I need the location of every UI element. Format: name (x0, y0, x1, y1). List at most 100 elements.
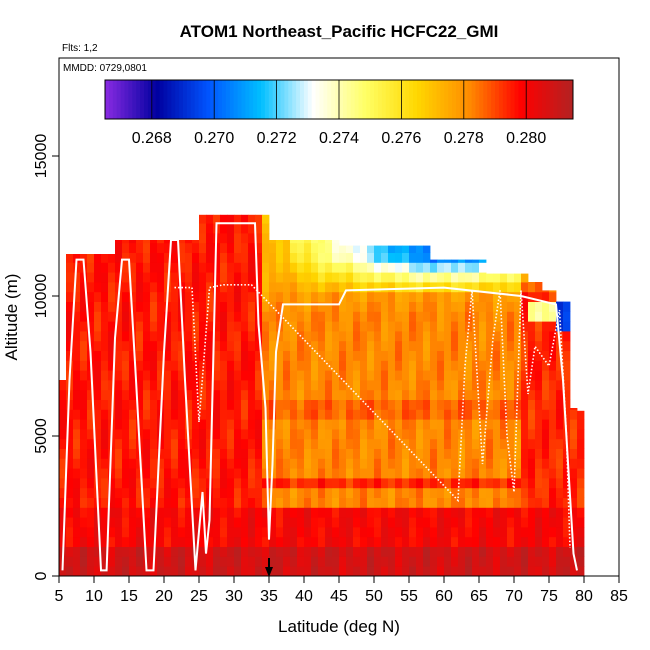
heatmap-cell (297, 380, 305, 391)
heatmap-cell (157, 438, 165, 449)
heatmap-cell (136, 399, 144, 410)
heatmap-cell (486, 517, 494, 528)
heatmap-cell (479, 419, 487, 430)
heatmap-cell (318, 527, 326, 538)
heatmap-cell (276, 409, 284, 420)
heatmap-cell (136, 478, 144, 489)
heatmap-cell (108, 487, 116, 498)
heatmap-cell (192, 389, 200, 400)
heatmap-cell (563, 389, 571, 400)
heatmap-cell (395, 438, 403, 449)
heatmap-cell (353, 448, 361, 459)
heatmap-cell (213, 468, 221, 479)
colorbar-swatch (483, 80, 488, 119)
colorbar-swatch (264, 80, 270, 119)
heatmap-cell (402, 546, 410, 557)
heatmap-cell (108, 527, 116, 538)
heatmap-cell (122, 331, 130, 342)
colorbar-swatch (409, 80, 414, 119)
heatmap-cell (458, 380, 466, 391)
heatmap-cell (332, 487, 340, 498)
heatmap-cell (206, 214, 214, 224)
heatmap-cell (416, 507, 424, 518)
heatmap-cell (255, 497, 263, 508)
heatmap-cell (360, 245, 368, 253)
heatmap-cell (220, 556, 228, 567)
colorbar-swatch (475, 80, 480, 119)
heatmap-cell (388, 380, 396, 391)
heatmap-cell (199, 301, 207, 312)
heatmap-cell (416, 419, 424, 430)
heatmap-cell (381, 272, 389, 283)
heatmap-cell (59, 468, 67, 479)
heatmap-cell (360, 272, 368, 283)
heatmap-cell (241, 487, 249, 498)
heatmap-cell (143, 458, 151, 469)
heatmap-cell (353, 399, 361, 410)
heatmap-cell (255, 419, 263, 430)
heatmap-cell (276, 311, 284, 322)
heatmap-cell (199, 321, 207, 332)
heatmap-cell (395, 546, 403, 557)
colorbar-swatch (237, 80, 242, 119)
heatmap-cell (136, 419, 144, 430)
heatmap-cell (227, 311, 235, 322)
heatmap-cell (255, 546, 263, 557)
heatmap-cell (101, 262, 109, 273)
heatmap-cell (353, 291, 361, 302)
heatmap-cell (94, 360, 102, 371)
heatmap-cell (444, 546, 452, 557)
heatmap-cell (206, 438, 214, 449)
heatmap-cell (94, 301, 102, 312)
heatmap-cell (157, 478, 165, 489)
heatmap-cell (402, 419, 410, 430)
heatmap-cell (332, 389, 340, 400)
heatmap-cell (164, 242, 172, 253)
heatmap-cell (101, 448, 109, 459)
heatmap-cell (486, 478, 494, 489)
heatmap-cell (493, 350, 501, 361)
heatmap-cell (409, 458, 417, 469)
heatmap-cell (220, 399, 228, 410)
heatmap-cell (199, 468, 207, 479)
heatmap-cell (563, 350, 571, 361)
heatmap-cell (248, 556, 256, 567)
heatmap-cell (507, 340, 515, 351)
heatmap-cell (66, 468, 74, 479)
heatmap-cell (185, 546, 193, 557)
heatmap-cell (115, 331, 123, 342)
heatmap-cell (339, 389, 347, 400)
heatmap-cell (122, 350, 130, 361)
heatmap-cell (171, 478, 179, 489)
heatmap-cell (395, 252, 403, 263)
heatmap-cell (220, 507, 228, 518)
heatmap-cell (318, 340, 326, 351)
heatmap-cell (535, 438, 543, 449)
heatmap-cell (409, 497, 417, 508)
heatmap-cell (136, 370, 144, 381)
heatmap-cell (479, 272, 487, 283)
colorbar-swatch (206, 80, 211, 119)
heatmap-cell (283, 487, 291, 498)
heatmap-cell (465, 487, 473, 498)
heatmap-cell (206, 419, 214, 430)
heatmap-cell (129, 546, 137, 557)
heatmap-cell (213, 311, 221, 322)
heatmap-cell (423, 487, 431, 498)
heatmap-cell (122, 380, 130, 391)
colorbar-swatch (120, 80, 125, 119)
heatmap-cell (339, 438, 347, 449)
heatmap-cell (465, 458, 473, 469)
heatmap-cell (416, 527, 424, 538)
heatmap-cell (416, 340, 424, 351)
heatmap-cell (318, 370, 326, 381)
heatmap-cell (493, 370, 501, 381)
colorbar-swatch (432, 80, 437, 119)
heatmap-cell (563, 331, 571, 342)
heatmap-cell (556, 438, 564, 449)
heatmap-cell (325, 458, 333, 469)
heatmap-cell (101, 331, 109, 342)
heatmap-cell (577, 527, 585, 538)
heatmap-cell (367, 245, 375, 253)
heatmap-cell (283, 360, 291, 371)
